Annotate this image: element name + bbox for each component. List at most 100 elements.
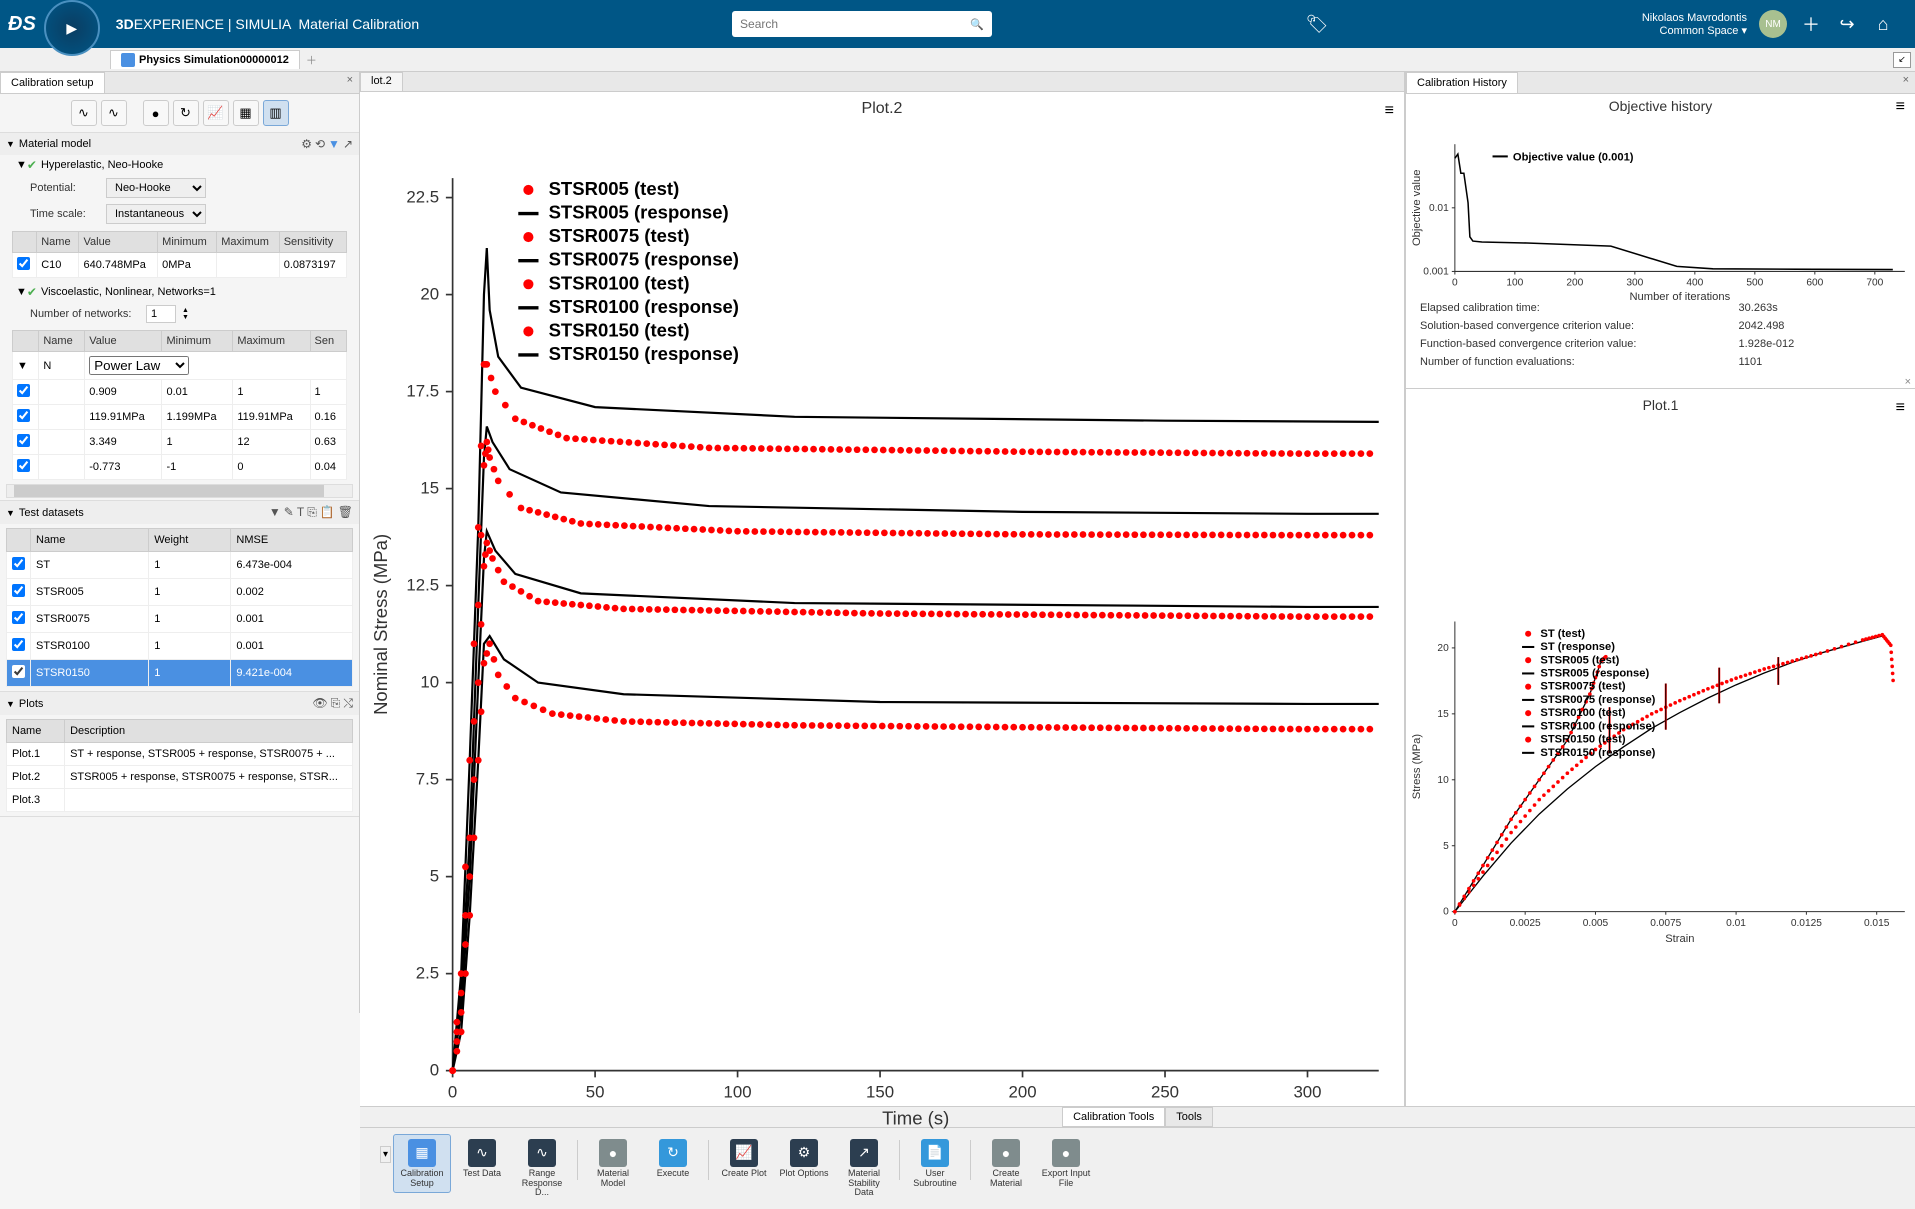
sidebar-tab-calibration[interactable]: Calibration setup	[0, 72, 105, 93]
row-checkbox[interactable]	[12, 584, 25, 597]
tool-plot-options[interactable]: ⚙Plot Options	[775, 1134, 833, 1184]
svg-text:Strain: Strain	[1665, 933, 1694, 945]
paste-icon[interactable]: 📋	[320, 505, 335, 520]
svg-text:STSR0150 (response): STSR0150 (response)	[549, 343, 739, 364]
space-selector[interactable]: Common Space ▾	[1642, 24, 1747, 37]
svg-text:0.0125: 0.0125	[1791, 918, 1822, 929]
chart-menu-icon[interactable]: ≡	[1896, 399, 1905, 417]
add-tab-icon[interactable]: ＋	[306, 52, 317, 68]
tool-test-data[interactable]: ∿Test Data	[453, 1134, 511, 1184]
share-icon[interactable]: ↪	[1835, 12, 1859, 36]
delete-icon[interactable]: 🗑	[338, 505, 353, 520]
chart-menu-icon[interactable]: ≡	[1896, 98, 1905, 116]
plot2-container: Plot.2 ≡ 05010015020025030002.557.51012.…	[360, 92, 1404, 1106]
tool-sphere-icon[interactable]: ●	[143, 100, 169, 126]
tool-range-response-d-[interactable]: ∿Range Response D...	[513, 1134, 571, 1204]
row-checkbox[interactable]	[12, 557, 25, 570]
tool-create-plot[interactable]: 📈Create Plot	[715, 1134, 773, 1184]
section-header-material[interactable]: ▼ Material model ⚙ ⟲ ▼ ↗	[0, 133, 359, 155]
networks-input[interactable]	[146, 305, 176, 323]
row-checkbox[interactable]	[12, 638, 25, 651]
shuffle-icon[interactable]: ⤭	[343, 696, 353, 711]
avatar[interactable]: NM	[1759, 10, 1787, 38]
copy-icon[interactable]: ⎘	[307, 505, 317, 520]
info-row: Number of function evaluations:1101	[1416, 354, 1905, 370]
export-icon[interactable]: ↗	[343, 137, 353, 151]
chart-tab-plot2[interactable]: lot.2	[360, 72, 403, 91]
tab-calibration-history[interactable]: Calibration History	[1406, 72, 1518, 93]
svg-text:700: 700	[1866, 278, 1883, 289]
row-checkbox[interactable]	[12, 665, 25, 678]
table-row[interactable]: C10 640.748MPa 0MPa 0.0873197	[13, 253, 347, 278]
table-row[interactable]: 3.3491120.63	[13, 430, 347, 455]
eye-icon[interactable]: 👁	[313, 696, 328, 711]
viscoelastic-header[interactable]: ▼✔ Viscoelastic, Nonlinear, Networks=1	[0, 282, 359, 302]
filter-icon[interactable]: ▼	[269, 505, 281, 520]
add-icon[interactable]: ＋	[1799, 12, 1823, 36]
table-row[interactable]: STSR010010.001	[7, 633, 353, 660]
home-icon[interactable]: ⌂	[1871, 12, 1895, 36]
tool-user-subroutine[interactable]: 📄User Subroutine	[906, 1134, 964, 1194]
tool-export-input-file[interactable]: ●Export Input File	[1037, 1134, 1095, 1194]
table-row[interactable]: 119.91MPa1.199MPa119.91MPa0.16	[13, 405, 347, 430]
table-row[interactable]: STSR00510.002	[7, 579, 353, 606]
row-checkbox[interactable]	[17, 257, 30, 270]
compass-icon[interactable]: ▶	[44, 0, 100, 56]
svg-text:200: 200	[1566, 278, 1583, 289]
copy-icon[interactable]: ⎘	[331, 696, 341, 711]
spin-down[interactable]: ▼	[182, 314, 189, 321]
scrollbar[interactable]	[6, 484, 353, 498]
svg-text:150: 150	[866, 1083, 894, 1102]
tool-create-material[interactable]: ●Create Material	[977, 1134, 1035, 1194]
tool-bars-icon[interactable]: ▥	[263, 100, 289, 126]
tool-graph-icon[interactable]: 📈	[203, 100, 229, 126]
search-box[interactable]: 🔍	[732, 11, 992, 37]
section-header-plots[interactable]: ▼ Plots 👁 ⎘ ⤭	[0, 692, 359, 715]
table-row[interactable]: ST16.473e-004	[7, 552, 353, 579]
document-tab[interactable]: Physics Simulation00000012	[110, 50, 300, 69]
table-row[interactable]: STSR015019.421e-004	[7, 660, 353, 687]
toolbar-dropdown[interactable]: ▾	[380, 1146, 391, 1163]
tool-calibration-setup[interactable]: ▦Calibration Setup	[393, 1134, 451, 1194]
section-header-datasets[interactable]: ▼ Test datasets ▼ ✎ T ⎘ 📋 🗑	[0, 501, 359, 524]
potential-select[interactable]: Neo-Hooke	[106, 178, 206, 198]
edit-icon[interactable]: ✎	[284, 505, 294, 520]
tag-icon[interactable]: 🏷	[1305, 12, 1329, 36]
tool-table-icon[interactable]: ▦	[233, 100, 259, 126]
row-checkbox[interactable]	[17, 409, 30, 422]
text-icon[interactable]: T	[297, 505, 304, 520]
row-checkbox[interactable]	[12, 611, 25, 624]
undo-icon[interactable]: ⟲	[315, 137, 325, 151]
tool-material-model[interactable]: ●Material Model	[584, 1134, 642, 1194]
networks-label: Number of networks:	[30, 308, 140, 320]
n-select[interactable]: Power Law	[89, 356, 189, 375]
timescale-select[interactable]: Instantaneous	[106, 204, 206, 224]
row-checkbox[interactable]	[17, 434, 30, 447]
row-checkbox[interactable]	[17, 384, 30, 397]
chart-menu-icon[interactable]: ≡	[1385, 102, 1394, 120]
search-icon[interactable]: 🔍	[970, 18, 984, 31]
table-row[interactable]: 0.9090.0111	[13, 380, 347, 405]
table-row[interactable]: Plot.1ST + response, STSR005 + response,…	[7, 743, 353, 766]
spin-up[interactable]: ▲	[182, 307, 189, 314]
tool-chart2-icon[interactable]: ∿	[101, 100, 127, 126]
tool-material-stability-data[interactable]: ↗Material Stability Data	[835, 1134, 893, 1204]
hyperelastic-header[interactable]: ▼✔ Hyperelastic, Neo-Hooke	[0, 155, 359, 175]
tool-execute[interactable]: ↻Execute	[644, 1134, 702, 1184]
user-area: Nikolaos Mavrodontis Common Space ▾ NM ＋…	[1642, 10, 1907, 38]
close-icon[interactable]: ×	[1897, 72, 1915, 93]
settings-icon[interactable]: ⚙	[301, 137, 312, 151]
search-input[interactable]	[740, 17, 970, 31]
table-row[interactable]: ▼ N Power Law	[13, 352, 347, 380]
table-row[interactable]: Plot.2STSR005 + response, STSR0075 + res…	[7, 766, 353, 789]
table-row[interactable]: STSR007510.001	[7, 606, 353, 633]
close-icon[interactable]: ×	[341, 72, 359, 93]
tool-refresh-icon[interactable]: ↻	[173, 100, 199, 126]
tool-chart1-icon[interactable]: ∿	[71, 100, 97, 126]
close-icon[interactable]: ×	[1905, 376, 1911, 388]
table-row[interactable]: Plot.3	[7, 789, 353, 812]
row-checkbox[interactable]	[17, 459, 30, 472]
table-row[interactable]: -0.773-100.04	[13, 455, 347, 480]
collapse-icon[interactable]: ↙	[1893, 52, 1911, 68]
filter-icon[interactable]: ▼	[328, 137, 340, 151]
